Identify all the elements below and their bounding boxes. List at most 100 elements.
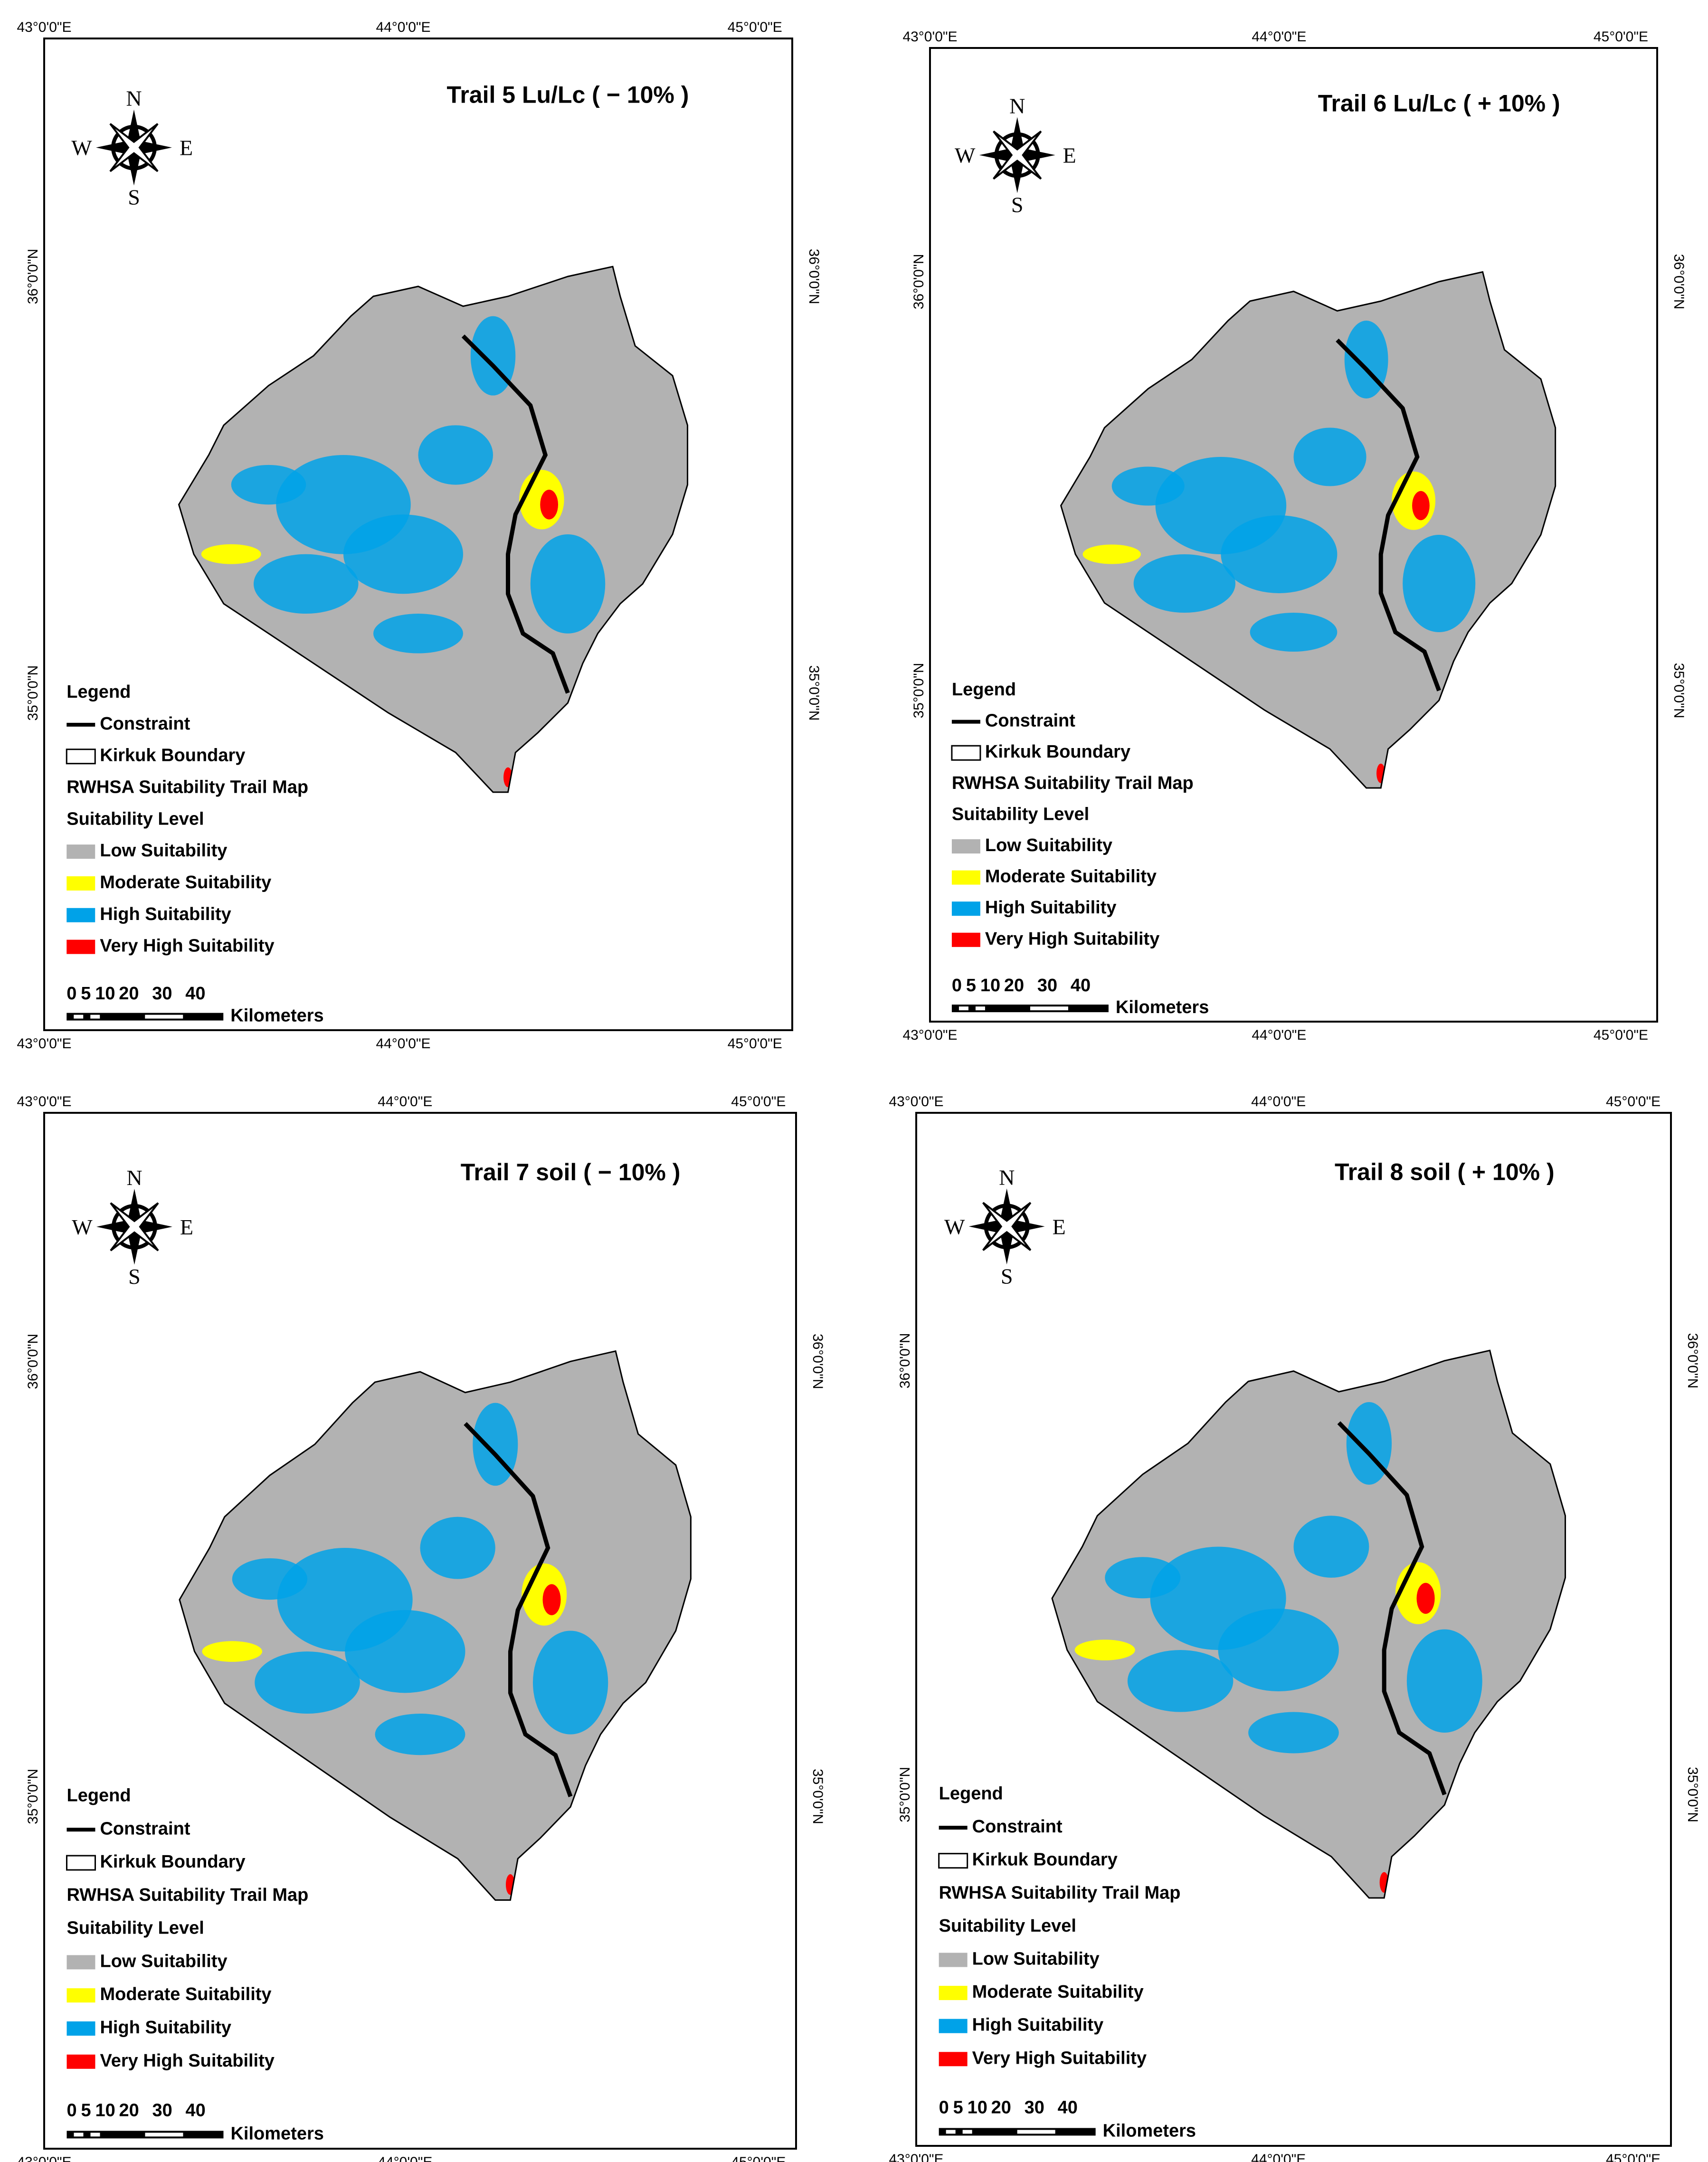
- compass-w: W: [72, 1215, 93, 1239]
- legend-constraint: Constraint: [100, 714, 190, 734]
- legend-swatch: [66, 1955, 95, 1970]
- scale-label: 20: [991, 2098, 1011, 2118]
- constraint-line: [1337, 1421, 1447, 1796]
- legend-class: Low Suitability: [985, 835, 1112, 855]
- scale-label: 10: [95, 2101, 115, 2121]
- lat-label-right: 35°0'0"N: [1671, 663, 1687, 719]
- lat-label-left: 36°0'0"N: [25, 1334, 41, 1389]
- scale-bar-gap: [958, 1006, 968, 1011]
- compass-e: E: [180, 1215, 193, 1239]
- high-patch: [1133, 554, 1236, 613]
- scale-bar-gap: [975, 1006, 985, 1011]
- legend-boundary: Kirkuk Boundary: [100, 746, 245, 766]
- high-patch: [420, 1517, 495, 1579]
- panel-title: Trail 6 Lu/Lc ( + 10% ): [1318, 90, 1560, 116]
- lon-label-top: 44°0'0"E: [376, 19, 430, 35]
- compass-star-diag: [982, 1202, 1032, 1251]
- legend-title: Legend: [952, 680, 1016, 700]
- lon-label-top: 44°0'0"E: [1251, 1094, 1306, 1109]
- legend-swatch: [66, 939, 95, 954]
- high-patch: [375, 1713, 465, 1755]
- scale-label: 0: [952, 976, 962, 996]
- very-high-patch: [540, 490, 559, 520]
- kirkuk-boundary: [1060, 271, 1556, 789]
- lon-label-top: 44°0'0"E: [1252, 29, 1306, 45]
- panel-title: Trail 7 soil ( − 10% ): [461, 1159, 681, 1185]
- high-patch: [1105, 1557, 1181, 1599]
- legend-boundary-swatch: [951, 745, 981, 761]
- lon-label-top: 45°0'0"E: [1606, 1094, 1661, 1109]
- compass-n: N: [126, 1166, 142, 1190]
- legend-class: Moderate Suitability: [100, 1984, 271, 2004]
- legend-class: Very High Suitability: [100, 2051, 274, 2071]
- scale-bar-gap: [90, 1015, 100, 1019]
- lat-label-right: 35°0'0"N: [1685, 1767, 1700, 1822]
- high-patch: [231, 465, 306, 505]
- lat-label-right: 35°0'0"N: [806, 665, 822, 721]
- legend-class: High Suitability: [100, 904, 231, 924]
- lat-label-left: 36°0'0"N: [911, 254, 927, 310]
- high-patch: [1406, 1629, 1482, 1733]
- legend-class: Very High Suitability: [972, 2048, 1147, 2068]
- legend-level-title: Suitability Level: [66, 809, 204, 829]
- constraint-line: [464, 1422, 573, 1797]
- scale-label: 5: [81, 2101, 91, 2121]
- compass-e: E: [1063, 143, 1076, 168]
- map-panel: 43°0'0"E 43°0'0"E 44°0'0"E 44°0'0"E 45°0'0"E…: [17, 19, 822, 1052]
- lon-label-bottom: 43°0'0"E: [902, 1027, 957, 1043]
- scale-label: 40: [185, 984, 205, 1004]
- lat-label-right: 36°0'0"N: [1671, 254, 1687, 310]
- high-patch: [1248, 1712, 1339, 1754]
- legend-map-name: RWHSA Suitability Trail Map: [66, 1885, 308, 1905]
- high-patch: [1127, 1650, 1234, 1712]
- legend-boundary-swatch: [66, 1855, 96, 1871]
- very-high-patch: [1412, 491, 1430, 521]
- legend-boundary: Kirkuk Boundary: [985, 742, 1130, 762]
- legend-boundary: Kirkuk Boundary: [100, 1852, 245, 1872]
- high-patch: [530, 534, 606, 634]
- legend-swatch: [939, 1953, 968, 1967]
- lon-label-bottom: 44°0'0"E: [1251, 2152, 1306, 2162]
- kirkuk-boundary: [1051, 1349, 1566, 1899]
- compass-w: W: [955, 143, 976, 168]
- legend-constraint: Constraint: [972, 1817, 1063, 1837]
- scale-label: 30: [152, 984, 172, 1004]
- legend-swatch: [66, 844, 95, 859]
- high-patch: [255, 1651, 360, 1714]
- lat-label-left: 36°0'0"N: [25, 249, 41, 304]
- map-panel: 43°0'0"E 43°0'0"E 44°0'0"E 44°0'0"E 45°0'0"E…: [902, 29, 1687, 1043]
- lon-label-top: 45°0'0"E: [728, 19, 782, 35]
- legend-swatch: [951, 870, 980, 885]
- scale-bar-gap: [74, 2133, 84, 2137]
- legend-boundary: Kirkuk Boundary: [972, 1850, 1118, 1870]
- lon-label-bottom: 43°0'0"E: [17, 2154, 71, 2162]
- scale-label: 10: [968, 2098, 987, 2118]
- high-patch: [232, 1558, 308, 1600]
- panel-frame: [43, 1112, 797, 2150]
- legend-class: Low Suitability: [100, 1951, 227, 1971]
- compass-star-diag: [110, 1202, 159, 1252]
- panel-title: Trail 5 Lu/Lc ( − 10% ): [447, 82, 689, 108]
- legend-class: High Suitability: [100, 2018, 231, 2038]
- legend-swatch: [939, 2052, 968, 2067]
- legend-class: Moderate Suitability: [985, 867, 1157, 887]
- lon-label-bottom: 45°0'0"E: [1606, 2152, 1661, 2162]
- lon-label-bottom: 45°0'0"E: [1594, 1027, 1648, 1043]
- legend-boundary-swatch: [938, 1853, 968, 1869]
- constraint-line: [1336, 338, 1441, 692]
- scale-label: 0: [66, 2101, 76, 2121]
- legend-swatch: [951, 901, 980, 916]
- compass-s: S: [128, 185, 140, 209]
- compass-w: W: [71, 136, 92, 160]
- lat-label-right: 36°0'0"N: [806, 249, 822, 304]
- compass-s: S: [128, 1264, 141, 1289]
- scale-label: 20: [119, 984, 139, 1004]
- high-patch: [343, 514, 463, 594]
- legend-map-name: RWHSA Suitability Trail Map: [952, 773, 1194, 793]
- scale-label: 10: [95, 984, 115, 1004]
- scale-bar-gap: [1017, 2130, 1055, 2134]
- lon-label-top: 45°0'0"E: [731, 1094, 786, 1109]
- suitability-patches: [1074, 1402, 1482, 1893]
- moderate-patch: [1074, 1640, 1135, 1660]
- compass-n: N: [126, 86, 142, 111]
